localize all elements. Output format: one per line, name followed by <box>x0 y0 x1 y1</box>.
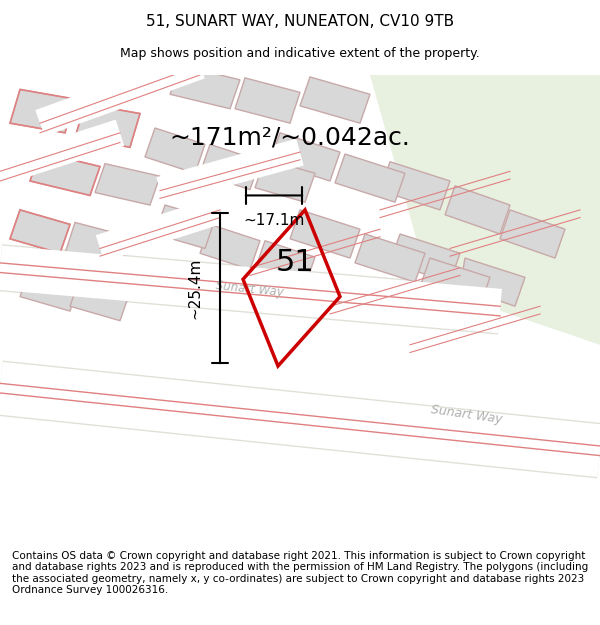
Polygon shape <box>170 66 240 109</box>
Polygon shape <box>155 205 215 248</box>
Polygon shape <box>10 89 75 132</box>
Polygon shape <box>370 75 600 345</box>
Polygon shape <box>420 258 490 306</box>
Text: 51, SUNART WAY, NUNEATON, CV10 9TB: 51, SUNART WAY, NUNEATON, CV10 9TB <box>146 14 454 29</box>
Polygon shape <box>95 164 160 205</box>
Text: Map shows position and indicative extent of the property.: Map shows position and indicative extent… <box>120 48 480 61</box>
Polygon shape <box>30 152 100 196</box>
Text: Sunart Way: Sunart Way <box>215 279 284 299</box>
Text: 51: 51 <box>275 248 314 278</box>
Polygon shape <box>390 234 460 282</box>
Polygon shape <box>255 159 315 202</box>
Polygon shape <box>235 78 300 123</box>
Text: ~17.1m: ~17.1m <box>244 213 305 228</box>
Polygon shape <box>290 210 360 258</box>
Polygon shape <box>380 162 450 210</box>
Polygon shape <box>500 210 565 258</box>
Text: Contains OS data © Crown copyright and database right 2021. This information is : Contains OS data © Crown copyright and d… <box>12 551 588 596</box>
Polygon shape <box>70 278 130 321</box>
Polygon shape <box>255 241 315 286</box>
Polygon shape <box>355 234 425 282</box>
Polygon shape <box>270 132 340 181</box>
Text: ~25.4m: ~25.4m <box>187 258 202 319</box>
Polygon shape <box>10 210 70 253</box>
Polygon shape <box>145 128 205 173</box>
Polygon shape <box>75 104 140 148</box>
Text: Sunart Way: Sunart Way <box>430 402 503 426</box>
Polygon shape <box>20 268 80 311</box>
Polygon shape <box>335 154 405 202</box>
Polygon shape <box>445 186 510 234</box>
Polygon shape <box>200 144 260 189</box>
Polygon shape <box>200 224 260 269</box>
Text: ~171m²/~0.042ac.: ~171m²/~0.042ac. <box>170 126 410 149</box>
Polygon shape <box>65 222 130 268</box>
Polygon shape <box>460 258 525 306</box>
Polygon shape <box>300 77 370 123</box>
